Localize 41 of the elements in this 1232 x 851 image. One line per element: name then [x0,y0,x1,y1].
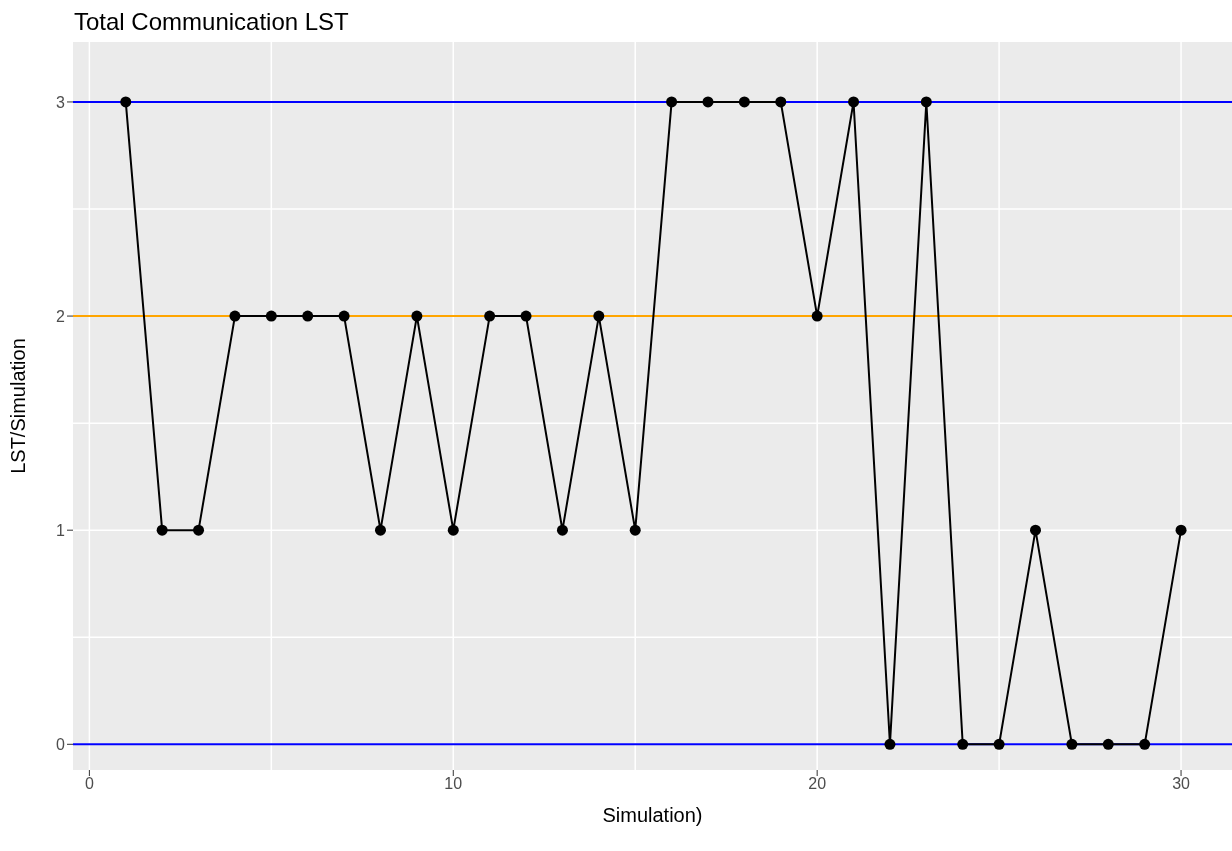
chart-title: Total Communication LST [74,8,350,37]
point [265,310,277,322]
point [338,310,350,322]
point [593,310,605,322]
y-axis-title: LST/Simulation [7,338,30,474]
point [193,524,205,536]
point [775,96,787,108]
point [993,738,1005,750]
point [484,310,496,322]
point [520,310,532,322]
point [120,96,132,108]
point [156,524,168,536]
point [957,738,969,750]
x-tick-label: 0 [84,775,94,793]
point [629,524,641,536]
y-tick-label: 1 [56,521,66,539]
x-tick-label: 30 [1172,775,1191,793]
point [1030,524,1041,536]
x-axis-title: Simulation) [602,804,703,826]
y-tick-label: 2 [56,307,66,325]
point [411,310,423,322]
x-tick-label: 20 [808,775,827,793]
point [1066,738,1078,750]
point [811,310,823,322]
point [884,738,896,750]
point [556,524,568,536]
point [1175,524,1187,536]
y-tick-label: 3 [56,93,66,111]
point [1102,738,1114,750]
y-tick-label: 0 [56,735,66,753]
x-tick-label: 10 [444,775,463,793]
point [666,96,678,108]
point [374,524,386,536]
point [447,524,459,536]
point [702,96,714,108]
point [738,96,750,108]
point [920,96,932,108]
point [848,96,860,108]
point [302,310,314,322]
point [1139,738,1151,750]
point [229,310,241,322]
